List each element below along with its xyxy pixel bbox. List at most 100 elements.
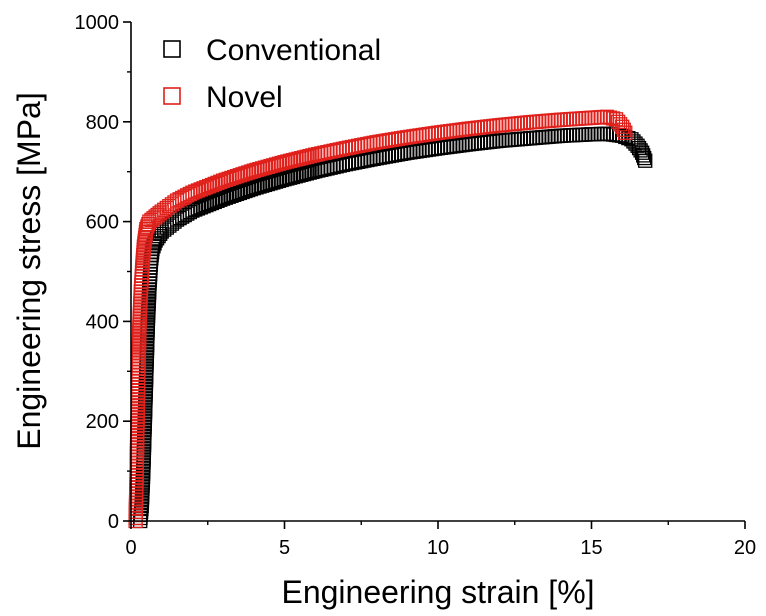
data-point bbox=[618, 125, 633, 140]
data-point bbox=[204, 177, 220, 193]
data-point bbox=[190, 183, 206, 198]
data-point bbox=[215, 191, 231, 206]
data-point bbox=[238, 166, 253, 181]
data-point bbox=[207, 194, 222, 210]
data-point bbox=[260, 159, 275, 175]
data-point bbox=[633, 143, 648, 158]
data-point bbox=[263, 176, 278, 191]
data-point bbox=[296, 166, 312, 182]
y-tick-label: 800 bbox=[86, 112, 119, 134]
data-point bbox=[280, 154, 295, 169]
plot-area bbox=[128, 109, 653, 529]
x-tick-label: 5 bbox=[279, 537, 290, 559]
data-point bbox=[232, 168, 248, 183]
y-tick-label: 200 bbox=[86, 411, 119, 433]
data-point bbox=[188, 202, 203, 217]
data-point bbox=[294, 150, 309, 166]
data-point bbox=[204, 195, 220, 211]
data-point bbox=[141, 216, 156, 232]
legend-marker-conventional bbox=[163, 40, 181, 58]
data-point bbox=[241, 182, 256, 198]
data-point bbox=[616, 122, 631, 137]
x-tick-label: 0 bbox=[125, 537, 136, 559]
data-point bbox=[182, 204, 197, 220]
data-point bbox=[271, 156, 287, 171]
data-point bbox=[188, 184, 203, 199]
data-point bbox=[246, 163, 261, 178]
data-point bbox=[249, 180, 264, 195]
data-point bbox=[280, 171, 295, 186]
data-point bbox=[285, 169, 301, 185]
data-point bbox=[291, 168, 306, 183]
data-point bbox=[196, 181, 211, 196]
data-point bbox=[252, 162, 267, 177]
data-point bbox=[282, 153, 298, 169]
data-point bbox=[210, 175, 225, 191]
data-point bbox=[139, 221, 154, 237]
data-point bbox=[227, 187, 242, 202]
data-point bbox=[288, 169, 303, 184]
data-point bbox=[185, 203, 200, 218]
y-tick-label: 400 bbox=[86, 311, 119, 333]
y-axis-title: Engineering stress [MPa] bbox=[11, 92, 47, 450]
x-tick-label: 10 bbox=[427, 537, 449, 559]
data-point bbox=[215, 173, 231, 188]
series-novel bbox=[128, 109, 633, 529]
data-point bbox=[299, 166, 314, 181]
data-point bbox=[277, 172, 292, 187]
data-point bbox=[159, 200, 174, 216]
data-point bbox=[199, 198, 214, 213]
data-point bbox=[213, 192, 228, 207]
data-point bbox=[288, 152, 303, 167]
data-point bbox=[190, 201, 206, 216]
data-point bbox=[268, 174, 284, 189]
data-point bbox=[610, 114, 626, 129]
data-point bbox=[255, 178, 270, 193]
data-point bbox=[274, 155, 289, 171]
data-point bbox=[218, 172, 234, 187]
data-point bbox=[249, 162, 264, 178]
data-point bbox=[201, 196, 217, 212]
data-point bbox=[266, 175, 281, 190]
data-point bbox=[221, 171, 236, 187]
data-point bbox=[637, 150, 652, 166]
data-point bbox=[229, 168, 245, 184]
data-point bbox=[636, 148, 651, 163]
data-point bbox=[255, 161, 270, 176]
data-point bbox=[185, 185, 200, 200]
data-point bbox=[243, 181, 259, 197]
x-axis-title: Engineering strain [%] bbox=[281, 574, 594, 610]
data-point bbox=[257, 160, 273, 175]
data-point bbox=[154, 204, 169, 219]
data-point bbox=[238, 183, 253, 199]
data-point bbox=[302, 165, 317, 180]
y-tick-label: 600 bbox=[86, 212, 119, 234]
data-point bbox=[282, 170, 298, 185]
data-point bbox=[266, 158, 281, 173]
data-point bbox=[260, 176, 275, 192]
data-point bbox=[285, 153, 301, 168]
x-tick-label: 15 bbox=[580, 537, 602, 559]
legend-label-conventional: Conventional bbox=[206, 34, 381, 67]
data-point bbox=[157, 202, 172, 217]
data-point bbox=[605, 111, 621, 126]
data-point bbox=[218, 190, 234, 205]
data-point bbox=[213, 174, 228, 189]
data-point bbox=[232, 185, 248, 201]
data-point bbox=[252, 179, 267, 194]
data-point bbox=[274, 172, 289, 188]
legend-marker-novel bbox=[163, 87, 181, 105]
data-point bbox=[227, 169, 242, 185]
data-point bbox=[263, 158, 278, 174]
data-point bbox=[221, 189, 236, 204]
data-point bbox=[210, 193, 225, 208]
y-tick-label: 1000 bbox=[75, 12, 120, 34]
data-point bbox=[199, 180, 214, 195]
data-point bbox=[291, 151, 306, 166]
data-point bbox=[613, 117, 628, 132]
data-point bbox=[224, 170, 239, 186]
data-point bbox=[224, 188, 239, 203]
data-point bbox=[277, 155, 292, 170]
